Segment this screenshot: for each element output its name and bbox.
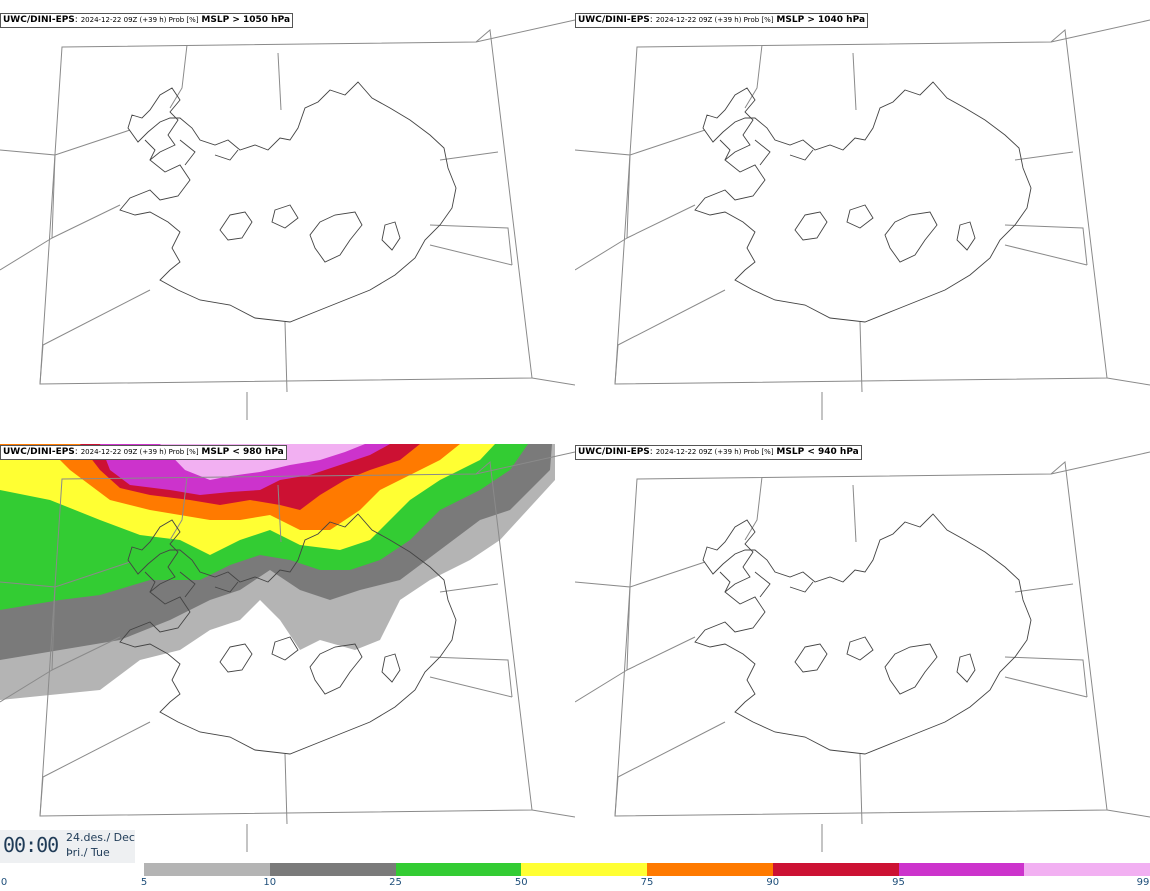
legend-swatch	[395, 863, 522, 876]
legend-tick-label: 50	[514, 877, 528, 888]
legend-tick-label: 95	[892, 877, 905, 888]
map-panel-mslp-gt-1040: UWC/DINI-EPS: 2024-12-22 09Z (+39 h) Pro…	[575, 0, 1150, 432]
legend-swatch	[144, 863, 270, 876]
valid-time-box: 00:00 24.des./ Dec Þri./ Tue	[0, 830, 135, 863]
map-panel-mslp-gt-1050: UWC/DINI-EPS: 2024-12-22 09Z (+39 h) Pro…	[0, 0, 575, 432]
valid-date-line1: 24.des./ Dec	[66, 831, 135, 844]
legend-swatch	[269, 863, 396, 876]
map-panel-mslp-lt-980: UWC/DINI-EPS: 2024-12-22 09Z (+39 h) Pro…	[0, 432, 575, 864]
valid-time-clock: 00:00	[3, 833, 59, 857]
legend-tick-label: 0	[0, 877, 8, 888]
legend-swatch	[647, 863, 773, 876]
color-legend-bar	[144, 863, 1150, 876]
valid-date-line2: Þri./ Tue	[66, 846, 110, 859]
map-panel-mslp-lt-940: UWC/DINI-EPS: 2024-12-22 09Z (+39 h) Pro…	[575, 432, 1150, 864]
panel-title: UWC/DINI-EPS: 2024-12-22 09Z (+39 h) Pro…	[0, 13, 294, 28]
legend-swatch	[898, 863, 1025, 876]
legend-tick-label: 90	[766, 877, 780, 888]
panel-title: UWC/DINI-EPS: 2024-12-22 09Z (+39 h) Pro…	[575, 13, 869, 28]
legend-tick-label: 10	[263, 877, 277, 888]
legend-swatch	[1024, 863, 1150, 876]
legend-swatch	[772, 863, 899, 876]
legend-tick-label: 75	[640, 877, 654, 888]
panel-title: UWC/DINI-EPS: 2024-12-22 09Z (+39 h) Pro…	[575, 445, 862, 460]
legend-swatch	[521, 863, 647, 876]
legend-tick-label: 25	[389, 877, 402, 888]
legend-tick-label: 5	[140, 877, 148, 888]
legend-tick-label: 99	[1136, 877, 1150, 888]
panel-title: UWC/DINI-EPS: 2024-12-22 09Z (+39 h) Pro…	[0, 445, 287, 460]
